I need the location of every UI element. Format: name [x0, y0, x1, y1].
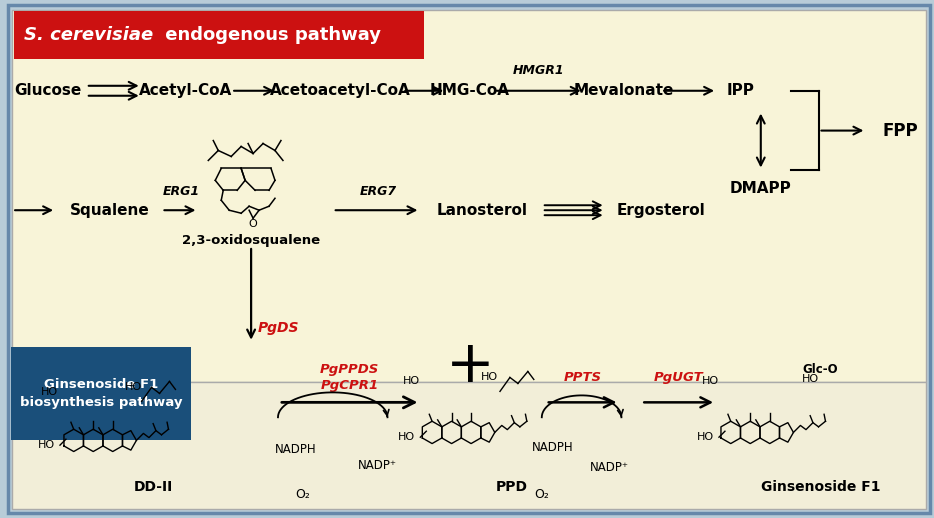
Text: Glucose: Glucose — [14, 83, 81, 98]
Text: Mevalonate: Mevalonate — [573, 83, 673, 98]
Text: DD-II: DD-II — [134, 480, 173, 494]
Text: NADP⁺: NADP⁺ — [358, 458, 397, 471]
Text: HO: HO — [697, 432, 714, 442]
Text: PPD: PPD — [496, 480, 528, 494]
Text: HO: HO — [802, 375, 819, 384]
Text: Glc-O: Glc-O — [802, 363, 839, 376]
Text: PgDS: PgDS — [257, 321, 299, 335]
Text: HO: HO — [37, 440, 54, 450]
Text: NADPH: NADPH — [532, 441, 573, 454]
Text: 2,3-oxidosqualene: 2,3-oxidosqualene — [182, 234, 320, 247]
Text: NADP⁺: NADP⁺ — [590, 461, 629, 473]
Text: HO: HO — [124, 382, 142, 393]
Text: HO: HO — [701, 377, 719, 386]
Text: PgPPDS: PgPPDS — [320, 363, 379, 376]
Text: HMGR1: HMGR1 — [513, 64, 565, 77]
Text: endogenous pathway: endogenous pathway — [159, 26, 380, 44]
FancyBboxPatch shape — [12, 10, 926, 382]
Text: IPP: IPP — [727, 83, 755, 98]
Text: Ergosterol: Ergosterol — [616, 203, 705, 218]
Text: +: + — [446, 337, 494, 394]
Text: PgCPR1: PgCPR1 — [320, 379, 379, 392]
Text: PgUGT: PgUGT — [654, 371, 703, 384]
Text: DMAPP: DMAPP — [729, 181, 792, 196]
Text: Ginsenoside F1
biosynthesis pathway: Ginsenoside F1 biosynthesis pathway — [20, 378, 182, 409]
Text: ERG1: ERG1 — [163, 185, 200, 198]
Text: HO: HO — [41, 387, 58, 397]
Text: NADPH: NADPH — [276, 443, 317, 456]
Text: O₂: O₂ — [295, 488, 310, 501]
FancyBboxPatch shape — [14, 11, 424, 59]
Text: Ginsenoside F1: Ginsenoside F1 — [761, 480, 880, 494]
Text: O₂: O₂ — [534, 488, 549, 501]
Text: HO: HO — [403, 377, 420, 386]
Text: Acetoacetyl-CoA: Acetoacetyl-CoA — [270, 83, 411, 98]
Text: PPTS: PPTS — [563, 371, 601, 384]
FancyBboxPatch shape — [8, 5, 930, 513]
Text: S. cerevisiae: S. cerevisiae — [24, 26, 153, 44]
Text: Squalene: Squalene — [70, 203, 149, 218]
Text: HO: HO — [398, 432, 415, 442]
FancyBboxPatch shape — [12, 382, 926, 509]
FancyBboxPatch shape — [11, 347, 191, 440]
Text: HMG-CoA: HMG-CoA — [431, 83, 510, 98]
Text: FPP: FPP — [883, 122, 918, 139]
Text: ERG7: ERG7 — [360, 185, 397, 198]
Text: Lanosterol: Lanosterol — [436, 203, 528, 218]
Text: Acetyl-CoA: Acetyl-CoA — [139, 83, 232, 98]
Text: O: O — [248, 219, 258, 229]
Text: HO: HO — [481, 372, 498, 382]
